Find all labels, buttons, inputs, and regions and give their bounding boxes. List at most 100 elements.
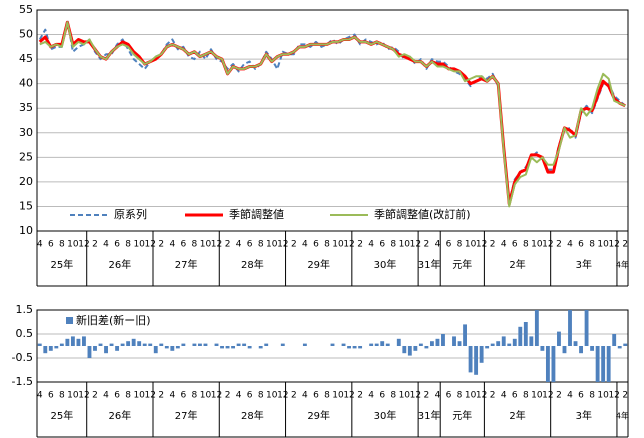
y-tick-label: -0.5 [12,351,33,364]
bar [540,346,545,351]
x-tick-label: 6 [48,240,54,250]
bar [264,343,269,346]
x-tick-label: 12 [542,240,553,250]
bar [142,343,147,346]
year-label: 元年 [452,258,472,271]
bar [198,343,202,346]
x-tick-label: 10 [67,240,79,250]
year-label: 29年 [307,409,330,422]
x-tick-label: 2 [158,391,164,401]
x-tick-label: 6 [114,240,120,250]
x-tick-label: 6 [247,240,253,250]
x-tick-label: 2 [357,391,363,401]
x-tick-label: 8 [324,240,330,250]
year-label: 27年 [175,258,198,271]
bar [568,310,572,346]
line-series [38,20,626,206]
x-tick-label: 2 [225,240,231,250]
x-tick-label: 4 [567,391,573,401]
x-tick-label: 4 [37,240,43,250]
bar [104,346,108,354]
x-tick-label: 10 [133,240,145,250]
y-tick-label: 55 [19,3,33,16]
x-tick-label: 12 [145,240,156,250]
x-tick-label: 10 [266,391,278,401]
bar [485,346,490,349]
x-tick-label: 4 [501,391,507,401]
bar [595,346,600,382]
year-label: 4年 [616,260,629,270]
y-tick-label: 40 [19,77,33,90]
x-tick-label: 12 [542,391,553,401]
bar [82,336,86,346]
legend-label: 季節調整値 [229,207,284,221]
x-tick-label: 10 [597,391,609,401]
x-tick-label: 12 [476,240,487,250]
x-tick-label: 6 [181,391,187,401]
line-series [39,21,626,208]
x-tick-label: 4 [302,240,308,250]
bar [573,341,578,346]
year-label: 30年 [374,258,397,271]
y-tick-label: 1.5 [16,303,34,316]
x-tick-label: 8 [324,391,330,401]
x-tick-label: 6 [247,391,253,401]
x-tick-label: 6 [379,391,385,401]
x-tick-label: 2 [622,240,628,250]
year-label: 30年 [374,409,397,422]
legend-label: 季節調整値(改訂前) [374,207,471,221]
x-tick-label: 12 [277,391,288,401]
bar [380,341,385,346]
year-label: 25年 [50,409,73,422]
bar [347,346,352,349]
legend-label: 原系列 [114,207,147,221]
year-label: 25年 [50,258,73,271]
bar [181,343,186,346]
bar [214,343,219,346]
bar [236,343,241,346]
bar [584,310,589,346]
y-tick-label: 30 [19,126,33,139]
x-tick-label: 2 [424,391,430,401]
year-label: 31年 [418,409,441,422]
x-tick-label: 8 [523,391,529,401]
year-label: 2年 [509,409,525,422]
x-tick-label: 8 [589,391,595,401]
x-tick-label: 4 [169,240,175,250]
bar [501,336,506,346]
y-tick-label: 10 [19,224,33,237]
x-tick-label: 10 [597,240,609,250]
year-label: 2年 [509,258,525,271]
x-tick-label: 8 [390,391,396,401]
bar [606,346,611,382]
x-tick-label: 2 [92,240,98,250]
x-tick-label: 4 [368,240,374,250]
x-tick-label: 6 [313,240,319,250]
x-tick-label: 8 [125,391,131,401]
x-tick-label: 2 [225,391,231,401]
bar [48,346,53,351]
x-tick-label: 2 [357,240,363,250]
x-tick-label: 10 [399,240,411,250]
year-label: 26年 [108,409,131,422]
x-tick-label: 8 [457,391,463,401]
bar [203,343,208,346]
x-tick-label: 10 [465,391,477,401]
x-tick-label: 8 [192,391,198,401]
bar [474,346,479,375]
x-tick-label: 8 [258,391,264,401]
y-tick-label: 20 [19,175,33,188]
x-tick-label: 4 [501,240,507,250]
bar [225,346,230,349]
bar [87,346,92,358]
x-tick-label: 2 [291,240,297,250]
bar [557,331,561,346]
legend-swatch [66,317,73,324]
x-tick-label: 6 [379,240,385,250]
year-label: 元年 [452,409,472,422]
x-tick-label: 2 [92,391,98,401]
bar [623,343,628,346]
bar [463,324,467,346]
bar [617,346,622,349]
x-tick-label: 6 [446,391,452,401]
